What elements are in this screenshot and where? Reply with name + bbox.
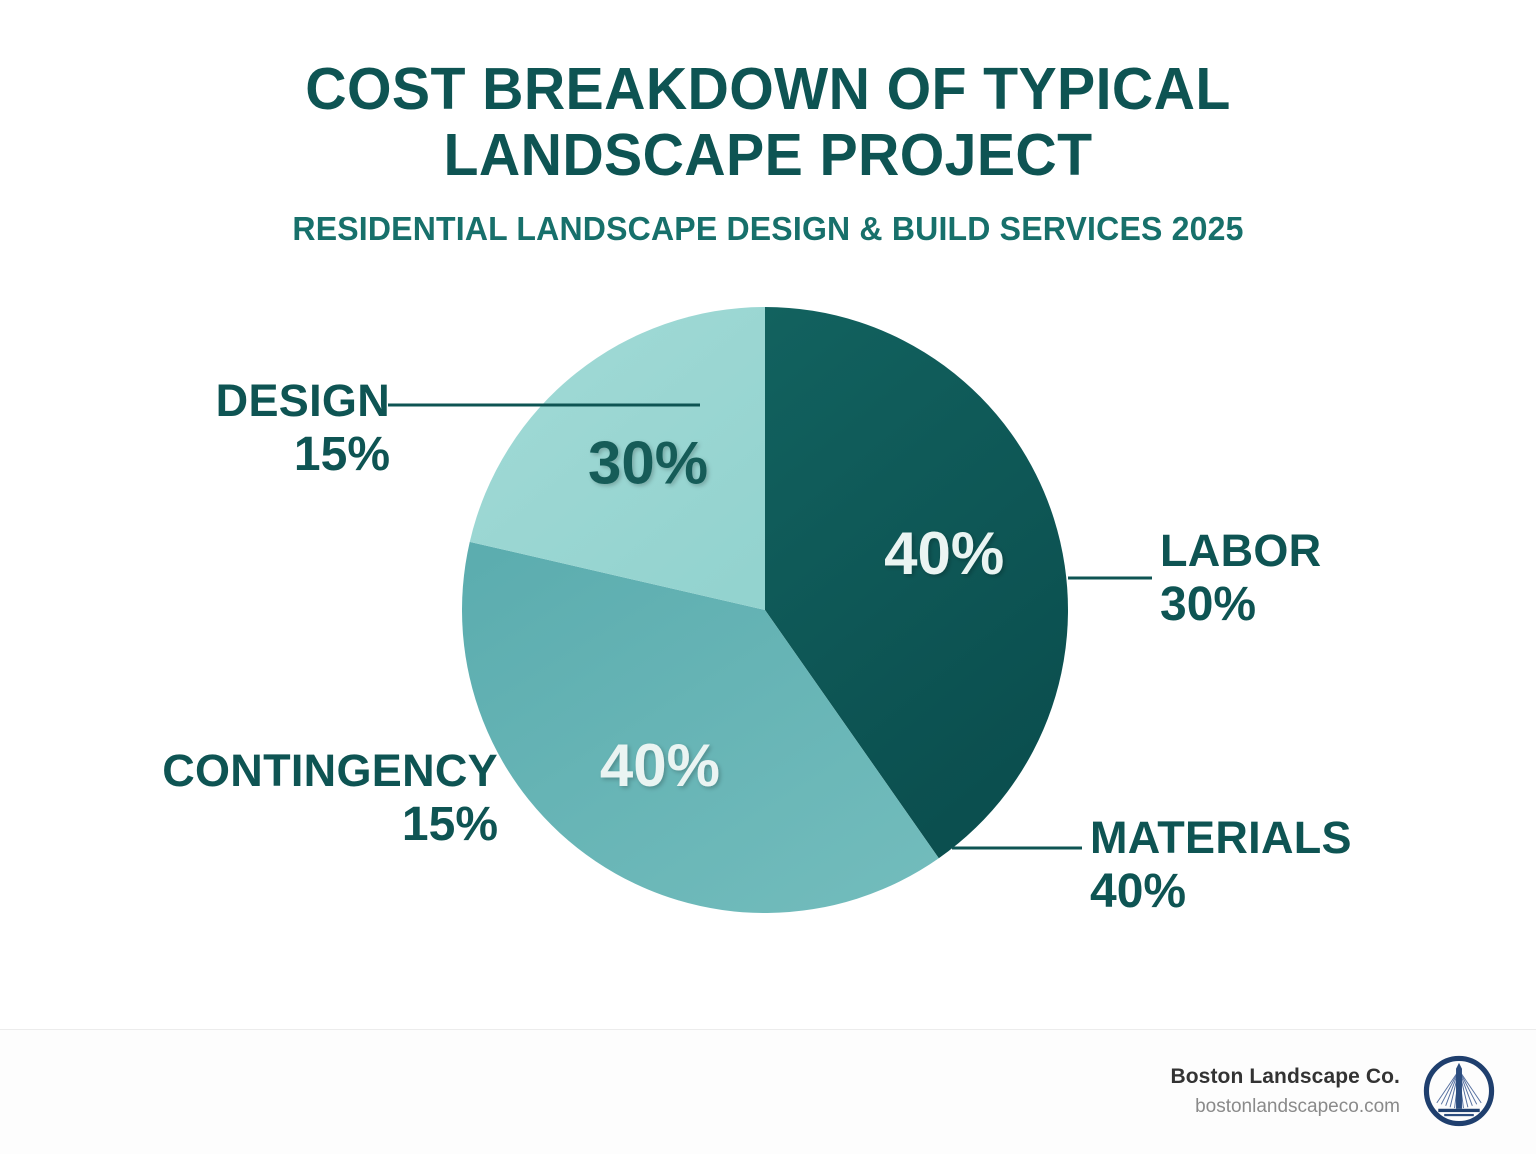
callout-design: DESIGN 15% [100, 375, 390, 481]
callout-contingency-label: CONTINGENCY [162, 745, 498, 796]
pie-chart-svg: 40% 40% 30% [462, 307, 1068, 913]
pie-slice-label-labor: 40% [884, 520, 1004, 587]
callout-materials: MATERIALS 40% [1090, 812, 1420, 918]
callout-contingency-value: 15% [401, 797, 498, 851]
chart-subtitle: RESIDENTIAL LANDSCAPE DESIGN & BUILD SER… [292, 210, 1244, 248]
callout-contingency: CONTINGENCY 15% [50, 745, 498, 851]
footer-brand: Boston Landscape Co. bostonlandscapeco.c… [1170, 1054, 1496, 1128]
brand-url: bostonlandscapeco.com [1195, 1095, 1400, 1117]
callout-labor-value: 30% [1160, 577, 1257, 631]
pie-slice-label-group: 40% 40% 30% [588, 429, 1004, 799]
callout-materials-label: MATERIALS [1090, 812, 1352, 863]
brand-name: Boston Landscape Co. [1170, 1064, 1400, 1088]
chart-header: COST BREAKDOWN OF TYPICAL LANDSCAPE PROJ… [0, 0, 1536, 248]
callout-design-label: DESIGN [215, 375, 390, 426]
callout-labor-label: LABOR [1160, 525, 1322, 576]
pie-slice-materials [462, 541, 939, 913]
bridge-circle-logo-icon [1423, 1055, 1495, 1127]
pie-chart: 40% 40% 30% [462, 307, 1068, 913]
callout-materials-value: 40% [1090, 864, 1187, 918]
callout-design-value: 15% [293, 427, 390, 481]
pie-slice-group [462, 307, 1068, 913]
pie-slice-design [469, 307, 765, 610]
callout-labor: LABOR 30% [1160, 525, 1390, 631]
pie-slice-label-design: 30% [588, 429, 708, 496]
pie-slice-label-materials: 40% [600, 732, 720, 799]
footer-text: Boston Landscape Co. bostonlandscapeco.c… [1170, 1065, 1400, 1118]
page-title: COST BREAKDOWN OF TYPICAL LANDSCAPE PROJ… [305, 56, 1231, 189]
pie-slice-labor [765, 307, 1068, 859]
footer: Boston Landscape Co. bostonlandscapeco.c… [0, 1029, 1536, 1154]
